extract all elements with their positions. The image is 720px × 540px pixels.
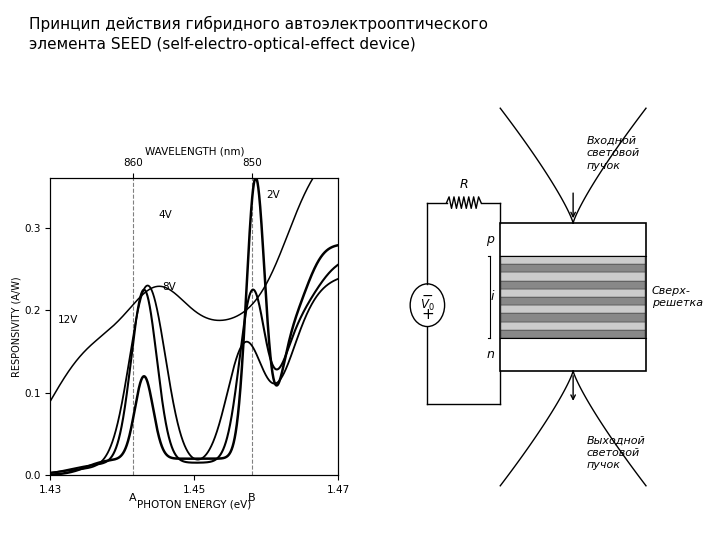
- Text: i: i: [491, 291, 495, 303]
- Bar: [501, 330, 645, 338]
- Bar: [501, 305, 645, 313]
- Text: n: n: [487, 348, 495, 361]
- X-axis label: WAVELENGTH (nm): WAVELENGTH (nm): [145, 146, 244, 156]
- Bar: [501, 297, 645, 305]
- X-axis label: PHOTON ENERGY (eV): PHOTON ENERGY (eV): [138, 499, 251, 509]
- Bar: [501, 272, 645, 281]
- Bar: [501, 313, 645, 322]
- Text: +: +: [421, 307, 433, 322]
- Text: $\mathit{V}_0$: $\mathit{V}_0$: [420, 298, 435, 313]
- Text: 4V: 4V: [158, 210, 172, 220]
- Text: Выходной
световой
пучок: Выходной световой пучок: [586, 436, 645, 470]
- Text: 12V: 12V: [58, 315, 78, 325]
- Text: A: A: [130, 494, 137, 503]
- Text: Входной
световой
пучок: Входной световой пучок: [586, 136, 639, 171]
- Bar: [501, 289, 645, 297]
- Text: 8V: 8V: [162, 282, 176, 292]
- Text: p: p: [487, 233, 495, 246]
- Bar: [500, 223, 646, 371]
- Text: −: −: [422, 289, 433, 303]
- Text: Принцип действия гибридного автоэлектрооптического
элемента SEED (self-electro-o: Принцип действия гибридного автоэлектроо…: [29, 16, 488, 52]
- Bar: [501, 281, 645, 289]
- Text: B: B: [248, 494, 256, 503]
- Text: 2V: 2V: [266, 190, 280, 200]
- Bar: [501, 322, 645, 330]
- Bar: [501, 264, 645, 272]
- Text: Сверх-
решетка: Сверх- решетка: [652, 286, 703, 308]
- Y-axis label: RESPONSIVITY (A/W): RESPONSIVITY (A/W): [12, 276, 22, 377]
- Bar: [501, 256, 645, 264]
- Text: R: R: [459, 178, 468, 191]
